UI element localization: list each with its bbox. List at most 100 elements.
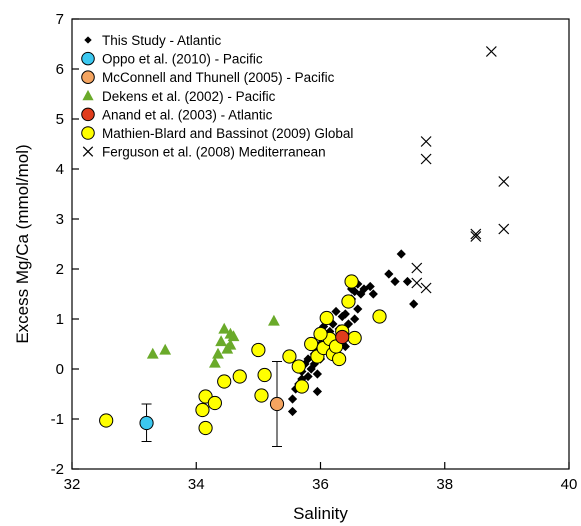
data-point bbox=[198, 420, 213, 436]
data-point bbox=[402, 276, 413, 287]
y-tick-label: 1 bbox=[56, 311, 64, 328]
legend-label: This Study - Atlantic bbox=[102, 33, 222, 48]
x-mark-stroke bbox=[485, 46, 497, 57]
data-point bbox=[195, 402, 210, 418]
data-point bbox=[368, 289, 378, 299]
y-tick-label: 5 bbox=[56, 111, 64, 128]
data-point bbox=[159, 343, 172, 355]
data-point bbox=[227, 330, 240, 342]
x-axis-title: Salinity bbox=[293, 504, 348, 523]
data-point bbox=[304, 336, 319, 352]
data-point bbox=[344, 274, 359, 289]
x-mark-stroke bbox=[498, 176, 510, 187]
data-point bbox=[420, 136, 432, 147]
legend-marker bbox=[82, 89, 94, 101]
x-mark-stroke bbox=[498, 223, 510, 235]
data-point bbox=[331, 306, 341, 317]
y-tick-label: -1 bbox=[51, 411, 64, 428]
data-point bbox=[498, 176, 510, 187]
legend-marker bbox=[84, 36, 92, 44]
legend-marker bbox=[81, 126, 95, 140]
data-point bbox=[353, 304, 363, 314]
x-mark-stroke bbox=[411, 262, 423, 274]
data-point bbox=[319, 310, 334, 326]
y-tick-label: 7 bbox=[56, 11, 64, 28]
data-point bbox=[340, 309, 350, 319]
data-point bbox=[365, 281, 375, 292]
data-point bbox=[208, 356, 221, 368]
data-point bbox=[470, 231, 482, 242]
data-point bbox=[420, 153, 432, 165]
data-point bbox=[146, 347, 159, 359]
legend-marker bbox=[81, 51, 95, 66]
y-tick-label: 2 bbox=[56, 261, 64, 278]
x-mark-stroke bbox=[420, 136, 432, 147]
data-point bbox=[332, 351, 347, 367]
x-tick-label: 34 bbox=[188, 476, 205, 493]
data-point bbox=[257, 367, 272, 383]
x-tick-label: 38 bbox=[436, 476, 453, 493]
data-point bbox=[303, 371, 313, 382]
data-point bbox=[372, 309, 387, 324]
x-mark-stroke bbox=[470, 231, 482, 242]
legend-marker bbox=[82, 146, 94, 157]
data-point bbox=[340, 341, 350, 352]
data-point bbox=[269, 396, 285, 412]
data-point bbox=[217, 374, 232, 389]
data-point bbox=[384, 269, 394, 279]
legend-label: Mathien-Blard and Bassinot (2009) Global bbox=[102, 126, 353, 141]
data-point bbox=[420, 282, 432, 294]
data-point bbox=[99, 413, 114, 428]
data-point bbox=[313, 326, 328, 342]
data-point bbox=[498, 223, 510, 235]
plot-frame bbox=[71, 18, 570, 470]
y-tick-label: 3 bbox=[56, 211, 64, 228]
legend-label: Anand et al. (2003) - Atlantic bbox=[102, 107, 273, 122]
data-point bbox=[232, 369, 247, 384]
data-point bbox=[411, 277, 423, 289]
y-tick-label: 6 bbox=[56, 61, 64, 78]
data-point bbox=[409, 299, 419, 309]
legend-label: Oppo et al. (2010) - Pacific bbox=[102, 52, 263, 67]
legend-marker bbox=[81, 107, 95, 122]
data-point bbox=[411, 262, 423, 274]
data-point bbox=[139, 415, 154, 431]
data-point bbox=[287, 406, 298, 417]
data-point bbox=[470, 228, 482, 240]
data-point bbox=[341, 294, 356, 309]
data-point bbox=[396, 249, 406, 259]
data-point bbox=[350, 314, 360, 324]
data-point bbox=[254, 388, 269, 403]
legend-label: Dekens et al. (2002) - Pacific bbox=[102, 89, 276, 104]
legend: This Study - Atlantic Oppo et al. (2010) … bbox=[81, 33, 353, 160]
data-point bbox=[212, 347, 224, 359]
chart-frame bbox=[71, 18, 570, 470]
y-tick-label: 0 bbox=[56, 361, 64, 378]
y-tick-label: 4 bbox=[56, 161, 64, 178]
data-point bbox=[485, 46, 497, 57]
data-point bbox=[335, 329, 350, 345]
data-point bbox=[251, 342, 266, 358]
data-point bbox=[218, 322, 231, 334]
data-point bbox=[287, 394, 298, 404]
data-point bbox=[291, 359, 306, 374]
data-point bbox=[312, 386, 322, 397]
data-point bbox=[347, 330, 362, 346]
data-point bbox=[215, 335, 227, 347]
data-points bbox=[99, 46, 510, 436]
x-tick-label: 36 bbox=[312, 476, 329, 493]
x-tick-label: 40 bbox=[561, 476, 578, 493]
x-mark-stroke bbox=[82, 146, 94, 157]
legend-marker bbox=[81, 70, 95, 84]
data-point bbox=[294, 379, 309, 394]
y-axis-title: Excess Mg/Ca (mmol/mol) bbox=[13, 144, 32, 343]
legend-label: Ferguson et al. (2008) Mediterranean bbox=[102, 145, 326, 160]
x-mark-stroke bbox=[420, 282, 432, 294]
x-mark-stroke bbox=[470, 228, 482, 240]
x-mark-stroke bbox=[420, 153, 432, 165]
y-tick-label: -2 bbox=[51, 461, 64, 478]
data-point bbox=[207, 395, 222, 411]
data-point bbox=[312, 369, 322, 379]
